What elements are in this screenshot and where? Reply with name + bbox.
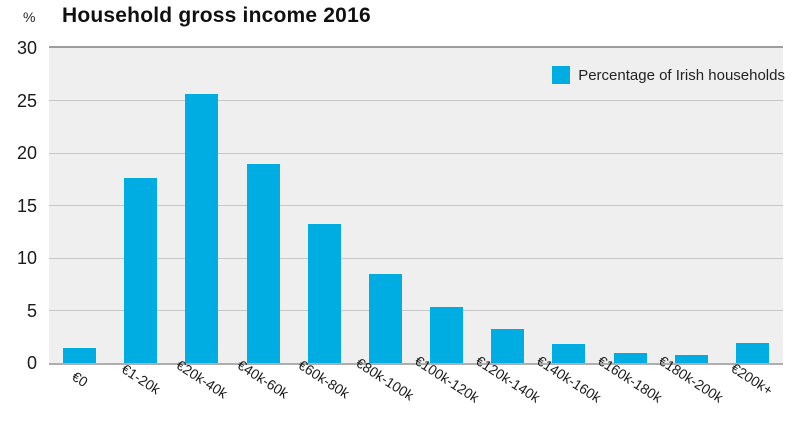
bar — [491, 329, 525, 363]
y-tick-label: 20 — [16, 143, 37, 163]
y-axis-unit-label: % — [23, 9, 36, 25]
gridline — [49, 100, 783, 101]
bar — [368, 273, 402, 363]
y-tick-label: 0 — [26, 353, 37, 373]
gridline — [49, 257, 783, 259]
x-tick-label: €60k-80k — [295, 357, 353, 402]
bar — [674, 354, 708, 363]
gridline — [49, 310, 783, 311]
y-tick-label: 30 — [16, 38, 37, 58]
x-tick-label: €180k-200k — [655, 352, 728, 405]
legend-label: Percentage of Irish households — [578, 66, 785, 84]
x-tick-label-text: €200k+ — [728, 359, 777, 399]
x-axis: €0 €1-20k €20k-40k €40k-60k €60k-80k €80k-100… — [49, 352, 783, 443]
x-tick-label: €40k-60k — [234, 357, 292, 402]
y-tick-label: 15 — [16, 195, 37, 216]
y-tick-label: 25 — [16, 90, 37, 111]
bar — [430, 307, 464, 363]
bar — [307, 224, 341, 363]
x-tick-label-text: €1-20k — [118, 360, 164, 398]
x-tick-label: €200k+ — [729, 360, 777, 399]
x-tick-label-text: €0 — [68, 368, 91, 390]
bar — [613, 352, 647, 363]
x-tick-label: €1-20k — [118, 361, 163, 398]
y-tick-label: 5 — [26, 300, 37, 321]
x-tick-label: €0 — [68, 368, 91, 390]
bar — [185, 94, 219, 363]
bar — [735, 343, 769, 363]
bar — [552, 344, 586, 363]
y-tick-label: 10 — [16, 248, 37, 268]
x-tick-label: €20k-40k — [173, 357, 231, 402]
bar — [246, 163, 280, 363]
plot-area: Percentage of Irish households — [49, 46, 785, 365]
gridline — [49, 205, 783, 206]
legend-swatch-icon — [552, 66, 571, 84]
bar — [63, 348, 97, 363]
gridline — [49, 152, 783, 154]
chart-title: Household gross income 2016 — [62, 4, 371, 27]
bar — [124, 178, 158, 363]
legend: Percentage of Irish households — [552, 66, 785, 84]
y-axis: 0 5 10 15 20 25 30 — [0, 39, 37, 372]
x-tick-label: €80k-100k — [353, 354, 418, 403]
